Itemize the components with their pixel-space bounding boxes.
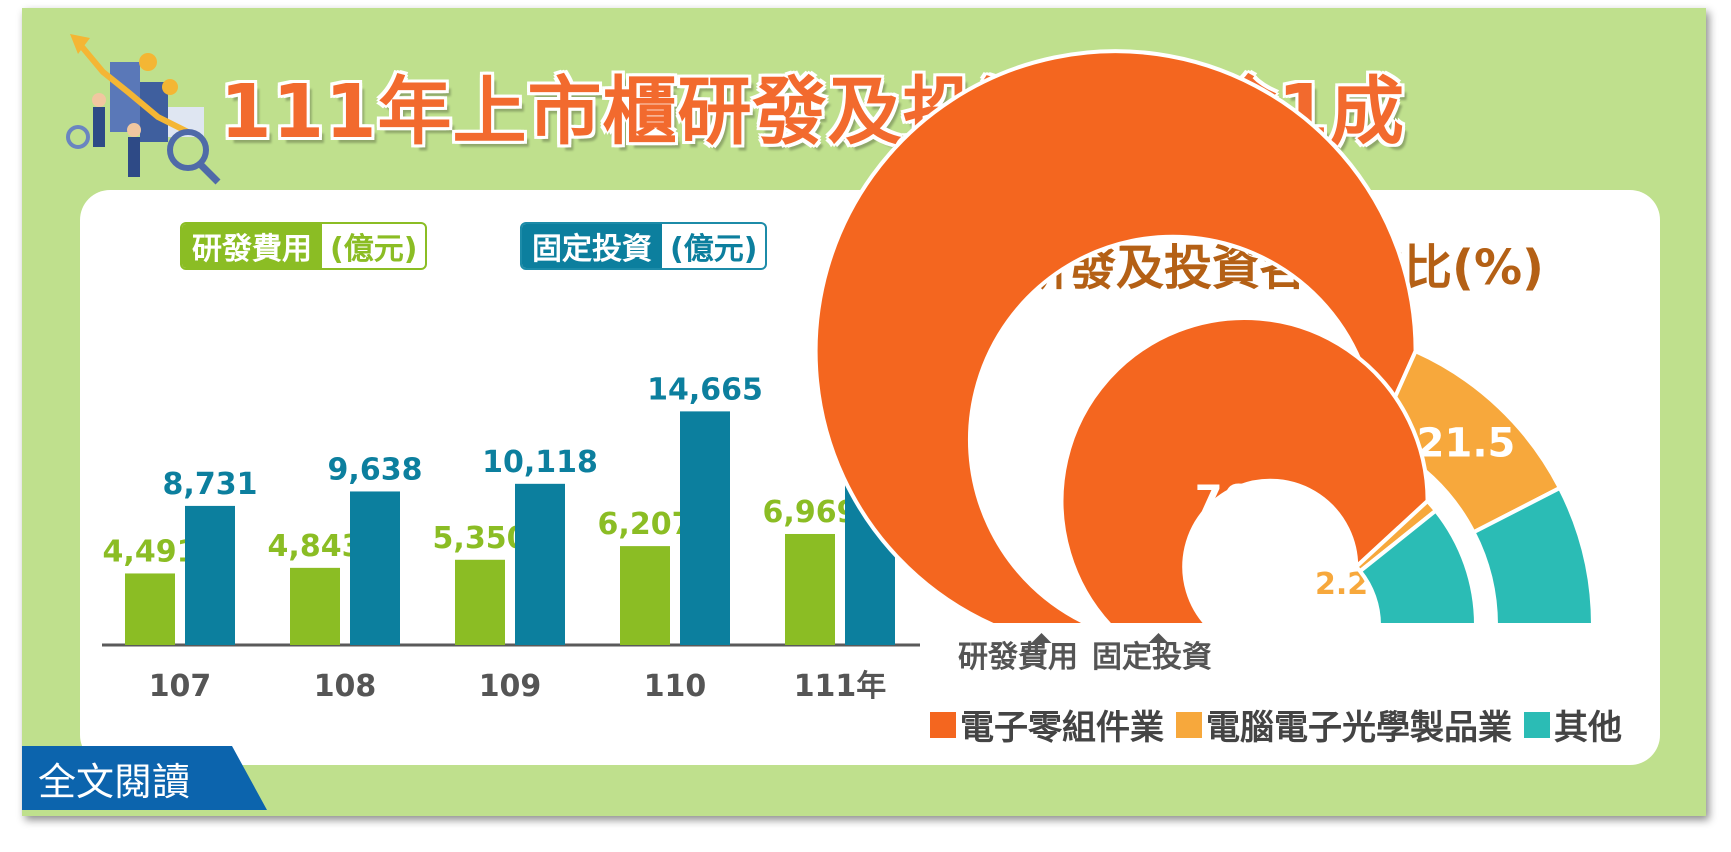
legend-label-0: 電子零組件業 (960, 708, 1164, 748)
rd-bar-3 (620, 546, 670, 645)
inner-ring-marker (1148, 633, 1169, 643)
legend-label-1: 電腦電子光學製品業 (1206, 708, 1512, 748)
rd-bar-0 (125, 573, 175, 645)
rd-value-label-4: 6,969 (763, 495, 858, 530)
rd-tag-label: 研發費用 (182, 224, 322, 268)
x-tick-label-1: 108 (314, 669, 377, 704)
x-tick-label-2: 109 (479, 669, 542, 704)
rd-bar-4 (785, 533, 835, 645)
rd-bar-2 (455, 559, 505, 645)
investment-bar-3 (680, 411, 730, 645)
investment-value-label-3: 14,665 (647, 372, 763, 407)
inner-slice-2 (1357, 507, 1479, 627)
legend-swatch-2 (1524, 711, 1550, 738)
industry-legend: 電子零組件業 電腦電子光學製品業 其他 (930, 700, 1622, 749)
legend-item-0: 電子零組件業 (930, 700, 1164, 749)
investment-value-label-0: 8,731 (163, 467, 258, 502)
business-growth-illustration (66, 34, 221, 185)
rd-value-label-1: 4,843 (268, 529, 363, 564)
investment-bar-2 (515, 483, 565, 645)
outer-slice-label-1: 21.5 (1417, 420, 1516, 466)
rd-series-tag: 研發費用 (億元) (180, 222, 428, 270)
investment-series-tag: 固定投資 (億元) (520, 222, 768, 270)
investment-bar-0 (185, 505, 235, 645)
rd-bar-1 (290, 567, 340, 645)
x-tick-label-3: 110 (644, 669, 707, 704)
read-full-text-button[interactable]: 全文閱讀 (22, 746, 267, 810)
outer-ring-label: 研發費用 (958, 640, 1078, 675)
read-full-text-label: 全文閱讀 (38, 759, 191, 804)
x-tick-label-4: 111年 (794, 669, 887, 704)
investment-tag-label: 固定投資 (522, 224, 662, 268)
investment-tag-unit: (億元) (662, 224, 766, 268)
legend-swatch-0 (930, 711, 956, 738)
inner-slice-label-0: 76.3 (1195, 478, 1294, 524)
legend-item-2: 其他 (1524, 700, 1622, 749)
investment-value-label-2: 10,118 (482, 445, 598, 480)
outer-slice-0 (813, 49, 1418, 627)
inner-slice-0 (1059, 316, 1430, 627)
outer-ring-marker (1031, 633, 1052, 643)
x-tick-label-0: 107 (149, 669, 212, 704)
legend-swatch-1 (1176, 711, 1202, 738)
rd-value-label-2: 5,350 (433, 521, 528, 556)
investment-value-label-1: 9,638 (328, 452, 423, 487)
outer-slice-2 (1470, 485, 1596, 627)
rd-value-label-0: 4,491 (103, 534, 198, 569)
legend-item-1: 電腦電子光學製品業 (1176, 700, 1512, 749)
legend-label-2: 其他 (1554, 708, 1622, 748)
rd-value-label-3: 6,207 (598, 507, 693, 542)
rd-tag-unit: (億元) (322, 224, 426, 268)
investment-bar-1 (350, 491, 400, 645)
ring-labels: 研發費用 固定投資 (958, 632, 1212, 676)
inner-ring-label: 固定投資 (1092, 640, 1212, 675)
